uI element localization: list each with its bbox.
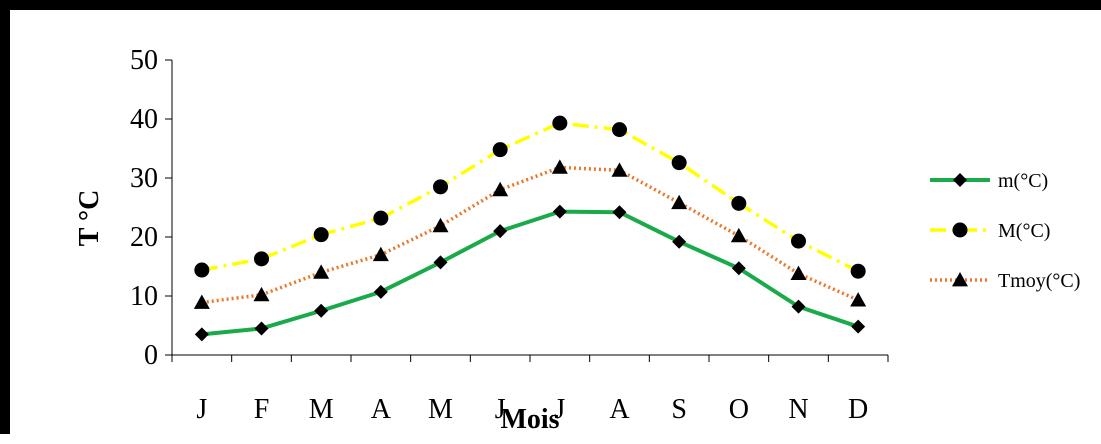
y-tick-label: 0 [144, 340, 158, 371]
legend-label-0: m(°C) [998, 170, 1048, 192]
y-tick-label: 40 [130, 104, 158, 135]
chart-area: 0 10 20 30 40 50 J F M A M J J A S O N D T °C Mois m(°C)… [10, 10, 1101, 444]
data-point-1-1 [254, 251, 269, 267]
x-tick-label: J [495, 394, 506, 425]
data-point-0-10 [791, 299, 806, 314]
legend-marker-0 [953, 173, 967, 187]
x-tick-label: M [428, 394, 453, 425]
x-tick-label: N [788, 394, 808, 425]
legend-label-1: M(°C) [998, 220, 1050, 242]
legend: m(°C) M(°C) Tmoy(°C) [930, 170, 1080, 292]
axes [165, 59, 889, 362]
data-point-0-3 [373, 284, 388, 299]
data-point-1-11 [850, 263, 866, 279]
y-tick-label: 30 [130, 163, 158, 194]
data-point-0-6 [552, 204, 567, 219]
chart-frame: 0 10 20 30 40 50 J F M A M J J A S O N D T °C Mois m(°C)… [0, 0, 1101, 434]
data-point-2-11 [850, 292, 867, 307]
data-point-1-6 [552, 115, 568, 131]
data-point-0-2 [314, 303, 329, 318]
data-point-0-7 [612, 205, 627, 220]
x-tick-label: J [554, 394, 565, 425]
data-point-1-3 [373, 210, 389, 226]
x-tick-label: A [371, 394, 392, 425]
x-tick-label: S [671, 394, 687, 425]
x-tick-label: J [196, 394, 207, 425]
data-point-1-8 [671, 155, 687, 171]
data-point-0-0 [194, 327, 209, 342]
x-tick-label: O [729, 394, 749, 425]
data-point-2-9 [730, 227, 747, 243]
data-point-1-2 [313, 227, 329, 243]
data-point-1-0 [194, 262, 210, 278]
data-point-1-7 [612, 122, 627, 138]
data-point-2-8 [671, 194, 688, 210]
x-tick-label: A [609, 394, 630, 425]
data-point-2-1 [253, 286, 270, 302]
data-point-2-5 [492, 181, 509, 197]
x-tick-label: F [254, 394, 270, 425]
series-line-0 [201, 209, 859, 337]
legend-marker-1 [952, 222, 968, 238]
data-point-0-1 [254, 321, 269, 336]
series-markers [193, 115, 867, 342]
legend-marker-2 [952, 272, 968, 287]
y-tick-labels: 0 10 20 30 40 50 [130, 45, 158, 371]
data-point-2-2 [313, 264, 330, 279]
data-point-0-9 [731, 261, 746, 276]
data-point-2-4 [432, 217, 449, 233]
data-point-1-9 [731, 195, 747, 211]
data-point-1-5 [492, 142, 508, 158]
data-point-1-10 [791, 233, 806, 249]
x-tick-label: M [309, 394, 334, 425]
data-point-2-3 [372, 246, 389, 262]
y-axis-title: T °C [74, 190, 105, 247]
data-point-2-6 [551, 159, 568, 174]
y-tick-label: 50 [130, 45, 158, 76]
y-tick-label: 10 [130, 281, 158, 312]
series-line-1 [201, 121, 859, 273]
legend-label-2: Tmoy(°C) [998, 270, 1080, 292]
data-point-1-4 [433, 179, 448, 195]
x-tick-label: D [848, 394, 868, 425]
line-chart: 0 10 20 30 40 50 J F M A M J J A S O N D T °C Mois m(°C)… [74, 45, 1080, 434]
data-point-0-4 [433, 255, 448, 270]
data-point-0-11 [851, 319, 866, 334]
x-axis-title: Mois [500, 404, 559, 434]
y-tick-label: 20 [130, 222, 158, 253]
data-point-2-7 [611, 162, 628, 177]
data-point-2-10 [790, 265, 807, 280]
series-lines [201, 121, 859, 337]
data-point-0-8 [672, 234, 687, 249]
data-point-2-0 [193, 294, 210, 309]
data-point-0-5 [493, 224, 508, 239]
